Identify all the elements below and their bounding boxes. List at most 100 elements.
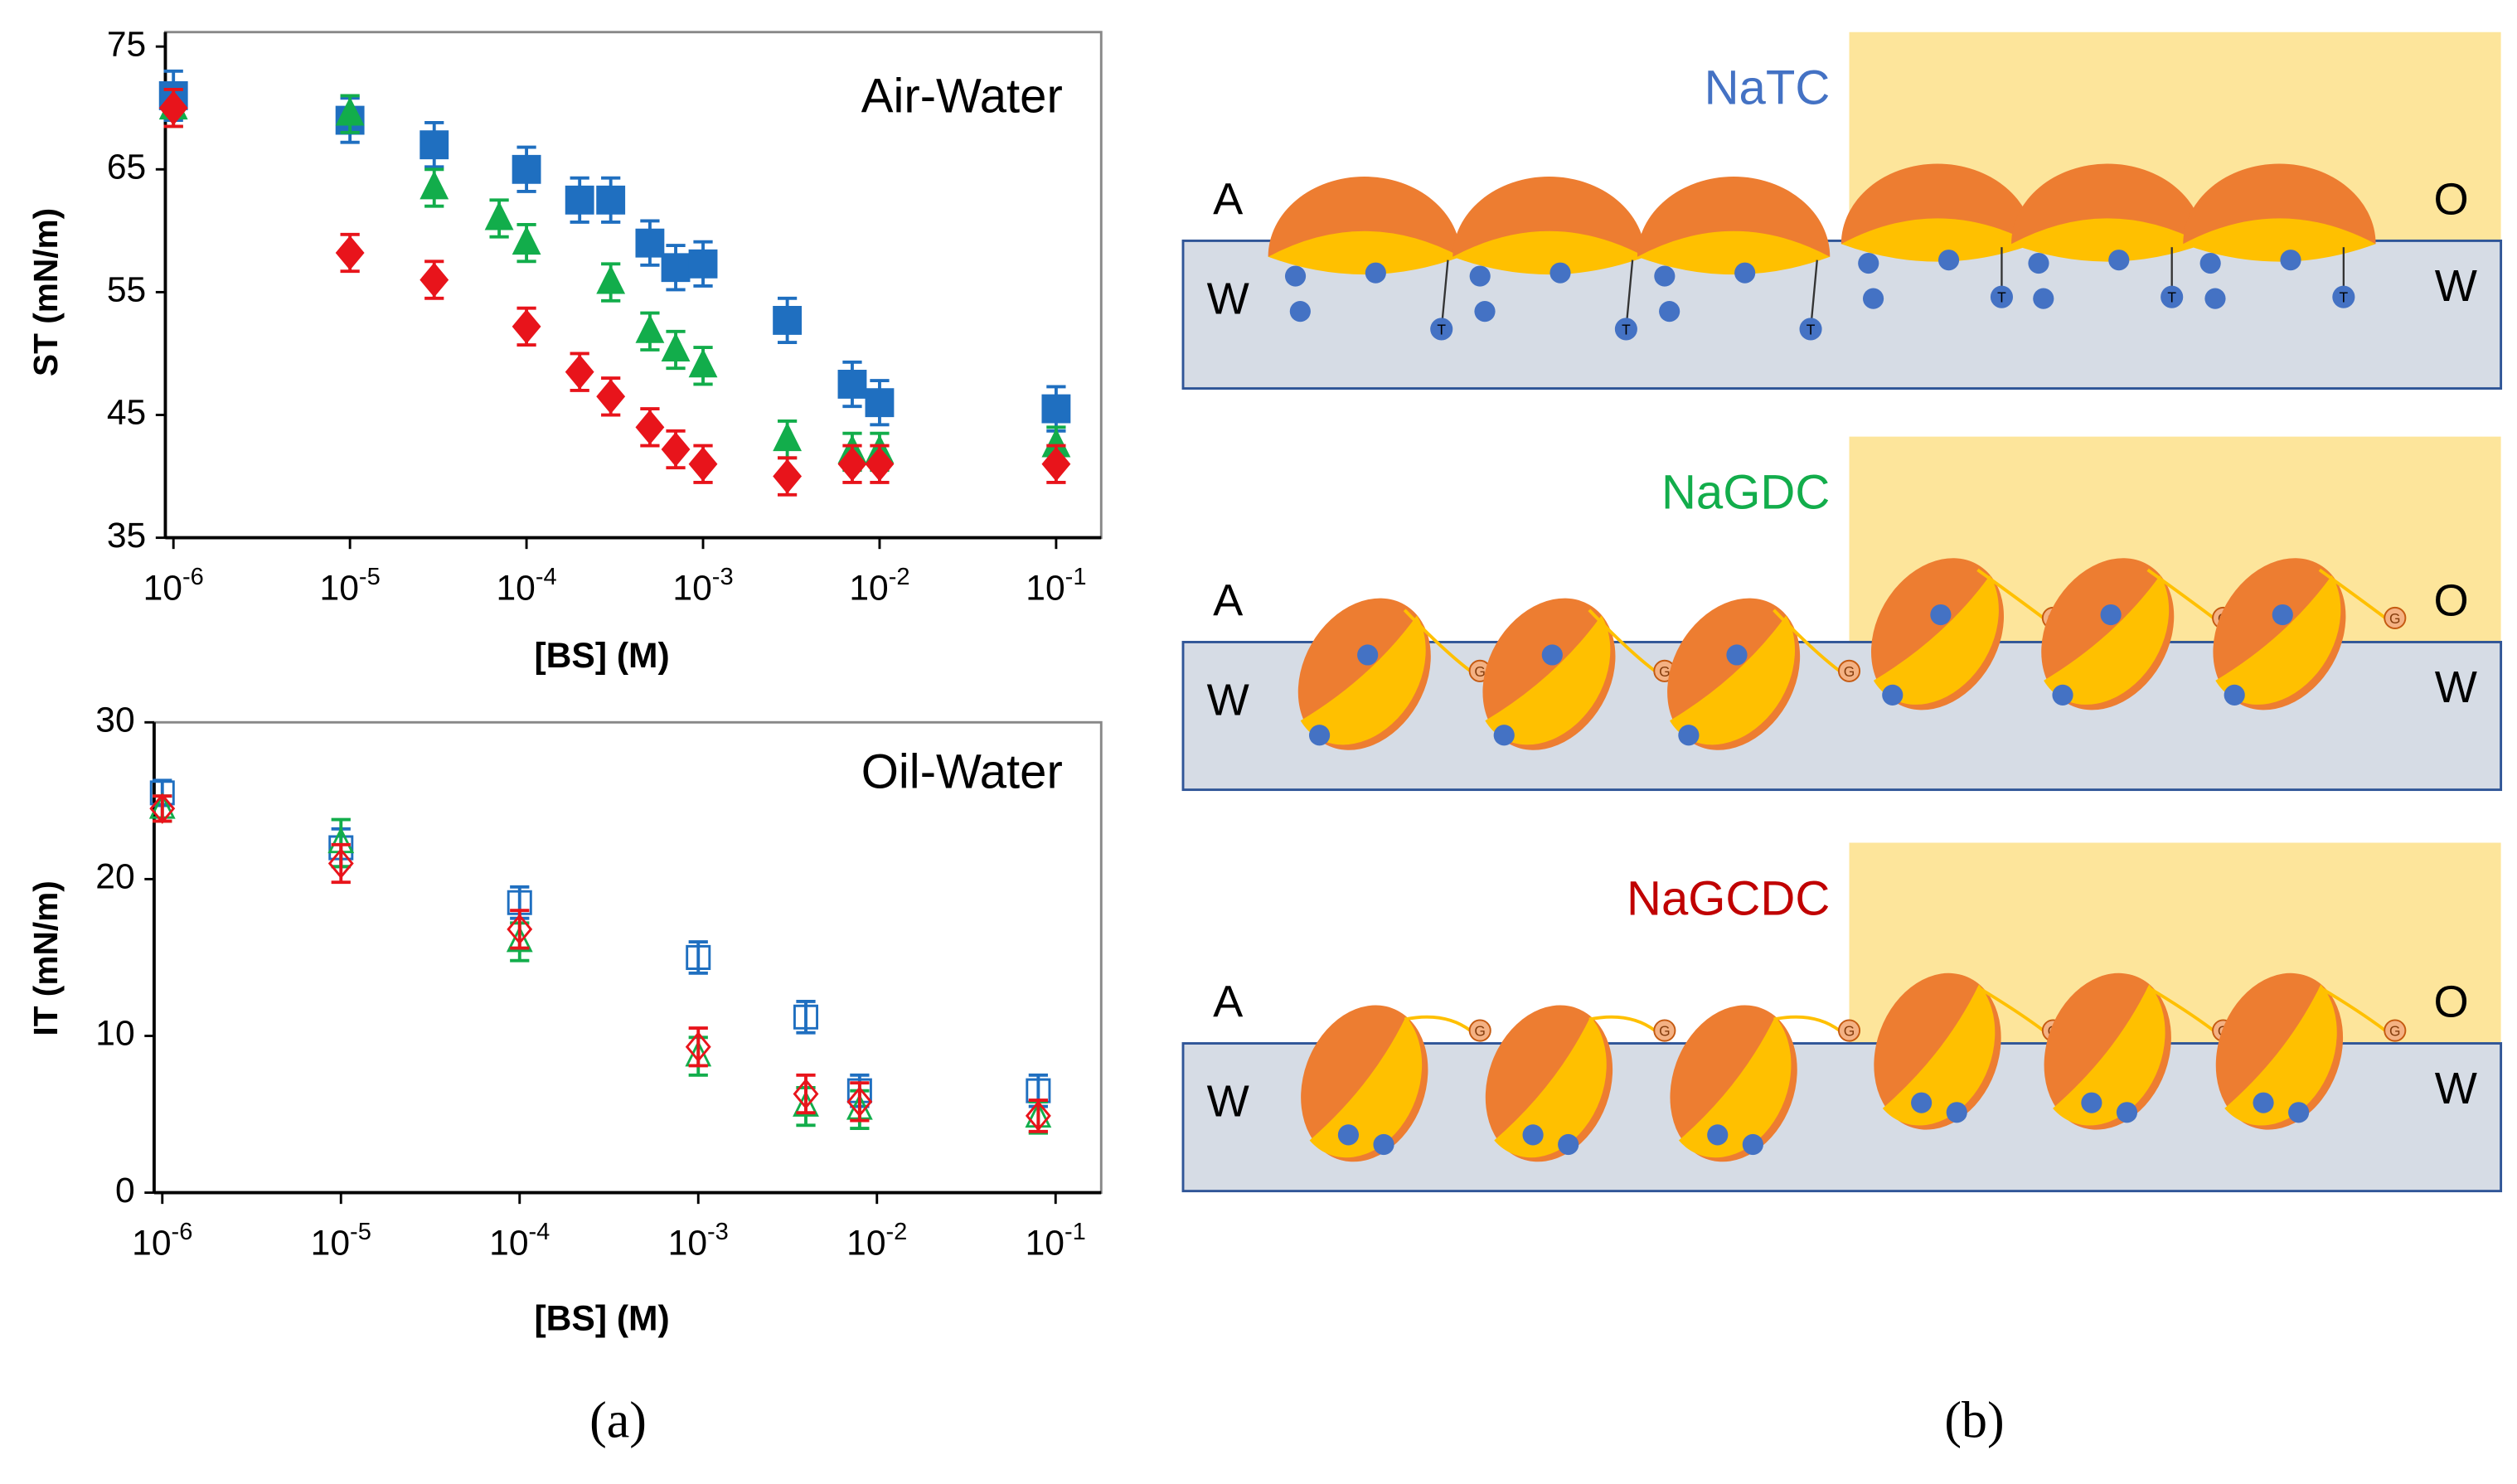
tail-label: G — [1659, 663, 1671, 680]
tail-group — [1614, 318, 1637, 341]
molecule: G — [2215, 972, 2407, 1130]
tail — [1976, 986, 2044, 1032]
tail-group — [2384, 1019, 2407, 1042]
molecule-face — [1873, 575, 1999, 705]
hydroxyl — [1882, 684, 1904, 706]
hydroxyl — [1558, 1133, 1579, 1156]
marker — [661, 332, 691, 361]
molecule-body — [1637, 176, 1831, 257]
molecule-face — [2224, 984, 2337, 1126]
tail — [1976, 568, 2044, 619]
marker — [512, 154, 541, 184]
marker — [420, 130, 449, 160]
hydroxyl — [1522, 1124, 1544, 1146]
molecule: G — [1874, 972, 2064, 1130]
y-tick-label: 55 — [107, 270, 146, 310]
tail — [2318, 568, 2387, 619]
marker — [507, 890, 532, 915]
phase-label: A — [1213, 174, 1244, 224]
hydroxyl — [2028, 252, 2049, 274]
hydroxyl — [1858, 252, 1879, 274]
hydroxyl — [2272, 604, 2293, 626]
molecule-face — [1268, 230, 1461, 275]
marker — [635, 410, 665, 445]
marker — [661, 432, 691, 467]
panel-title: NaGDC — [1661, 466, 1830, 520]
marker — [507, 914, 533, 945]
hydroxyl — [1911, 1092, 1933, 1113]
tail-group — [1837, 1019, 1861, 1042]
hydroxyl — [1862, 288, 1884, 309]
hydroxyl — [2199, 252, 2221, 274]
tail-label: G — [1474, 1023, 1486, 1040]
molecule: G — [2213, 558, 2407, 710]
molecule-face — [1452, 230, 1646, 275]
molecule-face — [1882, 984, 1996, 1126]
molecule: G — [1870, 558, 2064, 710]
panel-label: (b) — [1944, 1393, 2004, 1449]
tail-group — [2332, 285, 2355, 308]
y-tick-label: 30 — [95, 701, 134, 740]
molecule: T — [1840, 163, 2034, 309]
tail-label: T — [2340, 289, 2349, 306]
tail — [2146, 568, 2215, 619]
phase-label: O — [2433, 575, 2468, 625]
marker — [565, 354, 594, 390]
tail — [1403, 609, 1472, 672]
marker — [512, 308, 541, 344]
hydroxyl — [2204, 288, 2226, 309]
tail — [1773, 1015, 1841, 1032]
molecule-face — [1300, 615, 1426, 745]
hydroxyl — [2224, 684, 2245, 706]
tail — [1625, 259, 1634, 330]
tail-group — [2384, 606, 2407, 629]
hydroxyl — [1734, 262, 1756, 284]
hydroxyl — [1289, 301, 1311, 323]
tail — [1588, 609, 1656, 672]
tail — [2146, 986, 2215, 1032]
marker — [773, 422, 803, 452]
marker — [420, 170, 449, 200]
x-tick-label: 10-3 — [672, 564, 733, 609]
marker — [1041, 446, 1071, 482]
molecule-face — [1678, 1016, 1792, 1158]
tail — [1404, 1015, 1472, 1032]
hydroxyl — [1284, 265, 1307, 287]
phase-label: W — [2435, 662, 2477, 712]
molecule-face — [2215, 575, 2341, 705]
marker — [1025, 1100, 1051, 1132]
marker — [512, 226, 541, 255]
tail-label: G — [1474, 663, 1486, 680]
y-tick-label: 45 — [107, 393, 146, 433]
annotation: Oil-Water — [861, 745, 1063, 799]
y-tick-label: 20 — [95, 857, 134, 897]
marker — [773, 458, 803, 494]
tail — [1588, 1015, 1656, 1032]
tail-group — [1430, 318, 1453, 341]
hydroxyl — [1469, 265, 1491, 287]
marker — [793, 1004, 819, 1030]
marker — [865, 446, 895, 482]
marker — [565, 185, 594, 215]
hydroxyl — [1308, 725, 1331, 746]
molecule: G — [1670, 1005, 1861, 1162]
x-tick-label: 10-5 — [311, 1219, 371, 1263]
molecule: G — [1301, 1005, 1491, 1162]
molecule: G — [1667, 598, 1861, 750]
marker — [596, 379, 626, 415]
tail-group — [2161, 285, 2184, 308]
marker — [1041, 394, 1071, 424]
phase-label: O — [2433, 174, 2468, 224]
molecule-face — [2183, 218, 2376, 262]
x-tick-label: 10-1 — [1026, 1219, 1086, 1263]
marker — [149, 780, 175, 806]
panel-title: NaGCDC — [1627, 871, 1830, 925]
x-tick-label: 10-4 — [496, 564, 556, 609]
y-tick-label: 0 — [115, 1171, 135, 1210]
tail-group — [1837, 659, 1861, 682]
tail-label: T — [1807, 321, 1816, 337]
tail-label: T — [1997, 289, 2006, 306]
phase-label: W — [1207, 1076, 1249, 1126]
tail-label: G — [2389, 1023, 2401, 1040]
x-tick-label: 10-6 — [143, 564, 204, 609]
